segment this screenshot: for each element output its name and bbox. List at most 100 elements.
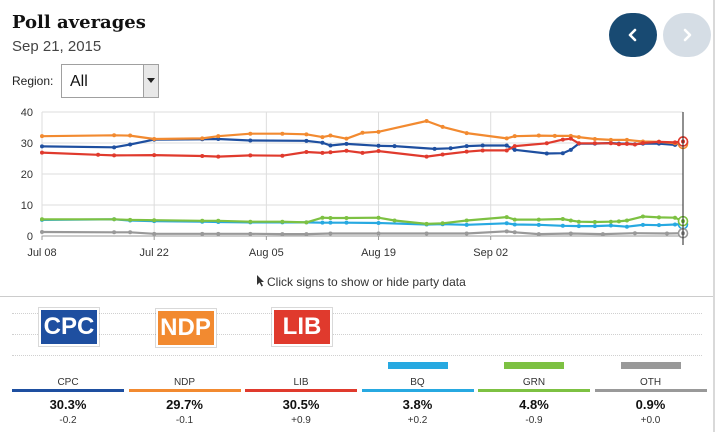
data-point: [200, 218, 205, 223]
data-point: [576, 141, 581, 146]
data-point: [344, 148, 349, 153]
data-point: [320, 135, 325, 140]
data-point: [592, 224, 597, 229]
data-point: [560, 151, 565, 156]
data-point: [40, 217, 44, 222]
data-point: [624, 224, 629, 229]
party-percentage: 4.8%: [519, 397, 549, 412]
data-point: [568, 136, 573, 141]
data-point: [40, 134, 44, 139]
data-point: [376, 149, 381, 154]
data-point: [592, 141, 597, 146]
data-point: [152, 153, 157, 158]
data-point: [464, 218, 469, 223]
data-point: [344, 141, 349, 146]
data-point: [216, 218, 221, 223]
data-point: [328, 150, 333, 155]
data-point: [576, 224, 581, 229]
data-point: [672, 222, 677, 227]
data-point: [320, 140, 325, 145]
data-point: [152, 136, 157, 141]
cursor-icon: [257, 275, 264, 287]
party-sign-oth[interactable]: [620, 362, 681, 369]
data-point: [112, 230, 117, 235]
data-point: [464, 131, 469, 136]
data-point: [376, 231, 381, 236]
party-name: LIB: [293, 377, 309, 388]
poll-line-chart: 40 30 20 10 0 Jul 08 Jul 22 Aug 05 Aug 19 Sep 02: [21, 107, 689, 259]
party-sign-bq[interactable]: [387, 362, 448, 369]
data-point: [608, 141, 613, 146]
gridline-dotted: [12, 355, 702, 356]
data-point: [152, 218, 157, 223]
data-point: [320, 150, 325, 155]
party-sign-grn[interactable]: [504, 362, 564, 369]
data-point: [504, 136, 509, 141]
data-point: [464, 222, 469, 227]
party-sign-cpc[interactable]: CPC: [39, 308, 99, 346]
data-point: [432, 146, 437, 151]
data-point: [624, 218, 629, 223]
data-point: [392, 144, 397, 149]
data-point: [512, 230, 517, 235]
data-point: [40, 150, 44, 155]
data-point: [320, 220, 325, 225]
data-point: [608, 223, 613, 228]
party-change: -0.2: [59, 415, 77, 426]
data-point: [304, 149, 309, 154]
data-point: [304, 132, 309, 137]
data-point: [640, 141, 645, 145]
right-border: [713, 0, 715, 432]
series-lib: [40, 136, 689, 159]
data-point: [248, 219, 253, 224]
party-sign-lib[interactable]: LIB: [272, 308, 332, 346]
data-point: [512, 144, 517, 149]
chart-series: [40, 118, 689, 239]
data-point: [576, 219, 581, 224]
gridline-dotted: [12, 313, 702, 314]
data-point: [536, 133, 541, 138]
party-name: GRN: [522, 377, 546, 388]
data-point: [512, 217, 517, 222]
data-point: [464, 149, 469, 154]
data-point: [640, 214, 645, 219]
party-sign-label: LIB: [272, 308, 332, 346]
data-point: [504, 229, 509, 234]
data-point: [280, 232, 285, 237]
data-point: [608, 137, 613, 142]
party-percentage: 30.5%: [282, 397, 320, 412]
party-color-bar: [12, 389, 124, 392]
data-point: [328, 220, 333, 225]
data-point: [40, 229, 44, 234]
data-point: [200, 231, 205, 236]
page-title: Poll averages: [12, 12, 146, 33]
party-change: +0.9: [291, 415, 311, 426]
party-sign-ndp[interactable]: NDP: [155, 309, 216, 348]
data-point: [656, 223, 661, 228]
data-point: [128, 142, 133, 147]
region-select-value: All: [70, 73, 88, 90]
region-select[interactable]: All: [61, 64, 159, 98]
data-point: [200, 136, 205, 141]
data-point: [280, 219, 285, 224]
data-point: [616, 142, 621, 147]
data-point: [480, 148, 485, 153]
data-point: [568, 133, 573, 138]
data-point: [536, 217, 541, 222]
data-point: [576, 135, 581, 140]
dropdown-arrow[interactable]: [143, 65, 158, 97]
data-point: [464, 231, 469, 236]
data-point: [320, 215, 325, 220]
data-point: [360, 150, 365, 155]
data-point: [112, 133, 117, 138]
caret-down-icon: [147, 78, 155, 83]
data-point: [112, 145, 117, 150]
data-point: [128, 133, 133, 138]
data-point: [248, 138, 253, 143]
data-point: [672, 215, 677, 220]
data-point: [552, 133, 557, 138]
previous-button[interactable]: [609, 13, 657, 57]
party-color-bar: [361, 389, 474, 392]
data-point: [128, 217, 133, 222]
next-button[interactable]: [663, 13, 711, 57]
